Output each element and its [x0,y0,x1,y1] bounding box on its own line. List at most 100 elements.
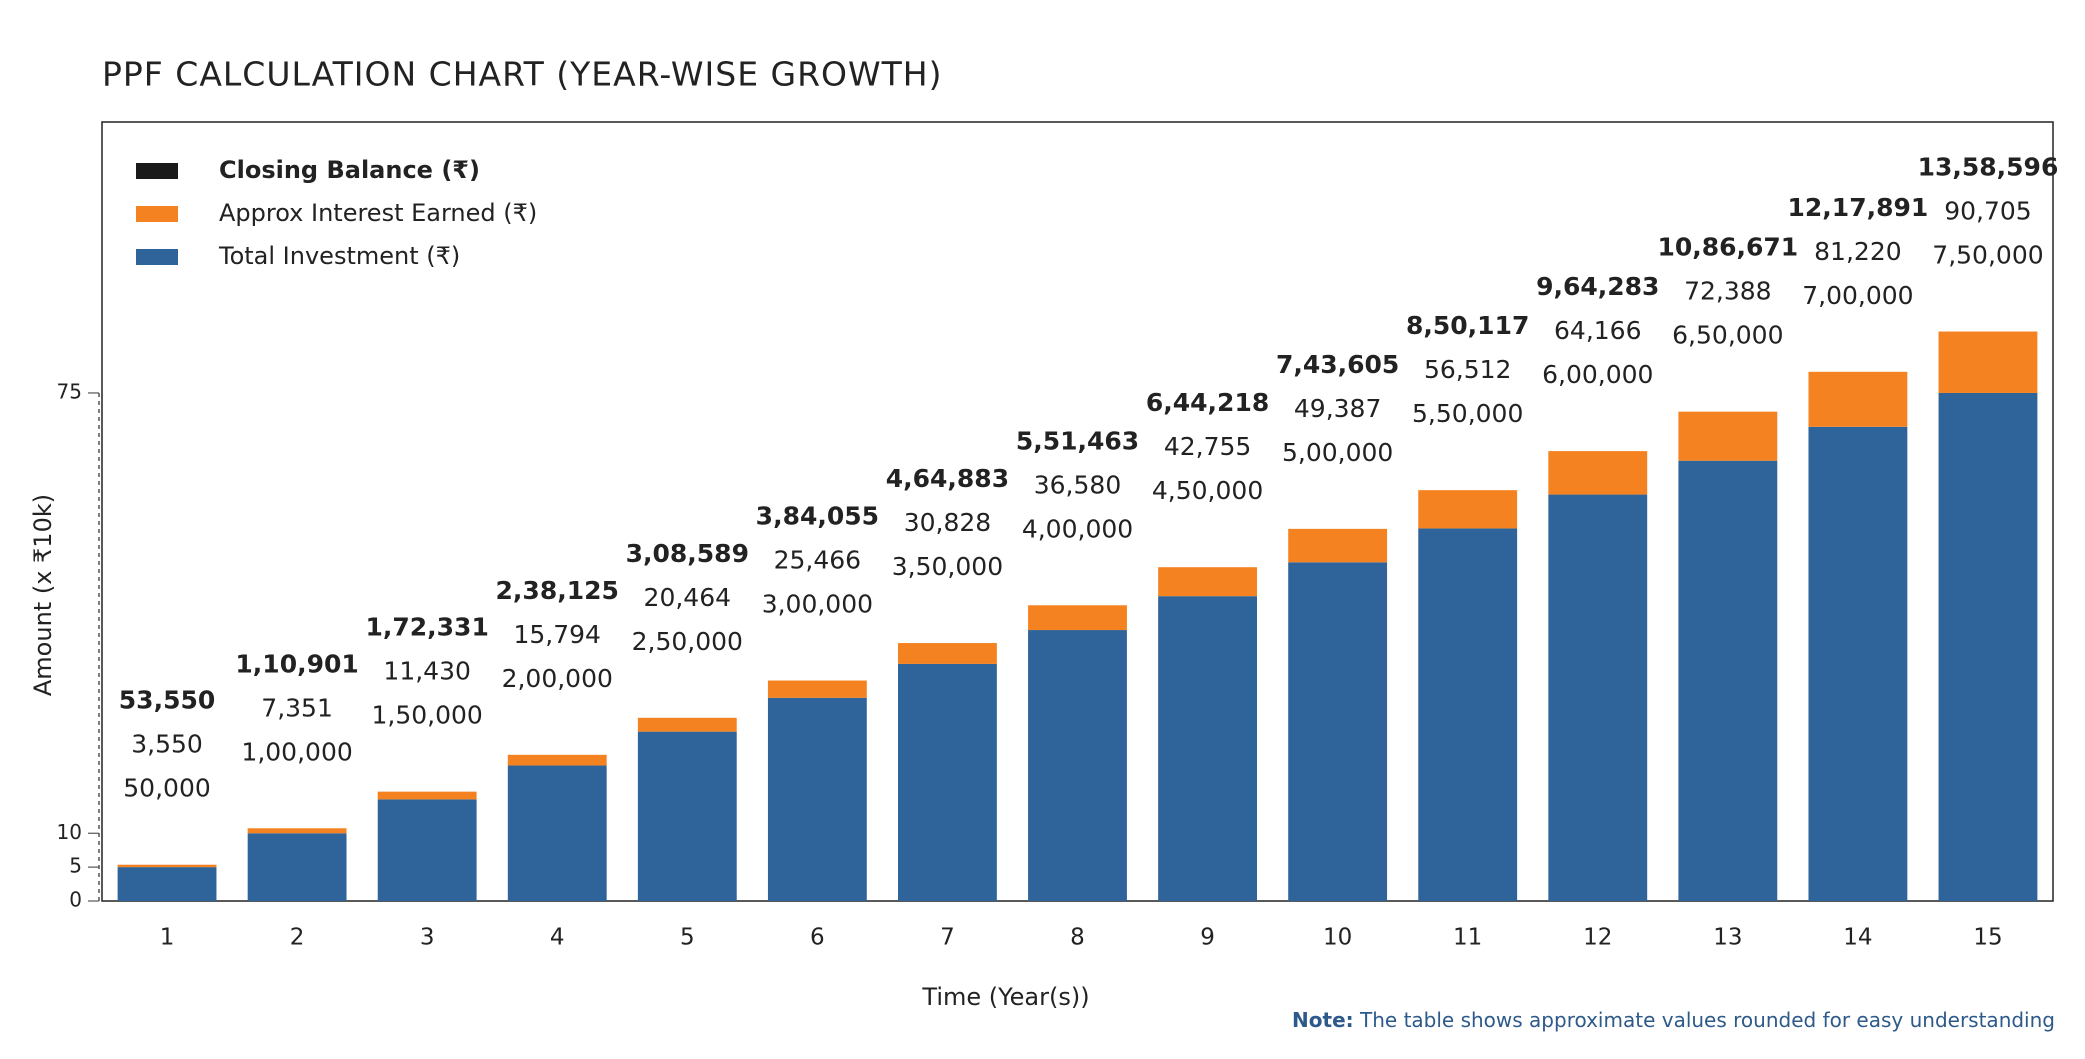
bar-segment [767,697,867,901]
total-label: 1,10,901 [235,649,358,678]
value-label: 6,00,000 [1542,360,1653,389]
x-tick-label: 1 [160,925,175,951]
bar-segment [1418,490,1518,529]
bar-segment [1938,331,2038,393]
y-axis-title: Amount (x ₹10k) [29,494,57,696]
value-label: 50,000 [123,774,210,803]
value-label: 25,466 [774,546,861,575]
x-tick-label: 7 [940,925,955,951]
x-tick-label: 2 [290,925,305,951]
bar-segment [898,643,997,664]
total-label: 4,64,883 [886,464,1009,493]
value-label: 49,387 [1294,394,1381,423]
value-label: 7,00,000 [1802,281,1913,310]
value-label: 2,50,000 [632,627,743,656]
total-label: 7,43,605 [1276,350,1399,379]
value-label: 3,50,000 [892,552,1003,581]
value-label: 6,50,000 [1672,321,1783,350]
x-tick-label: 4 [550,925,565,951]
total-label: 2,38,125 [496,576,619,605]
legend-label: Closing Balance (₹) [219,156,480,184]
bar-segment [1548,451,1648,495]
legend-label: Total Investment (₹) [218,242,460,270]
y-tick-label: 75 [57,379,82,403]
bar-segment [898,663,997,901]
x-tick-label: 6 [810,925,825,951]
bar-segment [767,680,867,698]
value-label: 2,00,000 [502,664,613,693]
value-label: 42,755 [1164,432,1251,461]
bar-segment [1678,460,1778,901]
bar-segment [1028,605,1127,631]
bar-segment [1288,528,1388,563]
bar-segment [1938,392,2038,901]
value-label: 20,464 [644,583,731,612]
total-label: 10,86,671 [1657,233,1798,262]
legend-label: Approx Interest Earned (₹) [219,199,537,227]
bar-segment [637,731,737,901]
x-tick-label: 13 [1713,925,1742,951]
bar-segment [117,867,217,901]
total-label: 12,17,891 [1788,193,1929,222]
value-label: 1,50,000 [372,701,483,730]
bar-segment [1678,411,1778,461]
y-tick-label: 10 [57,820,82,844]
bar-segment [507,754,607,766]
legend-swatch [136,206,178,222]
bar-segment [247,828,347,834]
bar-segment [377,799,477,901]
bar-segment [377,791,477,800]
bar-segment [1158,596,1257,901]
x-tick-label: 8 [1070,925,1085,951]
total-label: 3,84,055 [756,502,879,531]
x-tick-label: 9 [1200,925,1215,951]
total-label: 5,51,463 [1016,426,1139,455]
x-tick-label: 14 [1843,925,1872,951]
y-tick-label: 0 [69,888,82,912]
value-label: 3,550 [131,730,203,759]
note: Note: The table shows approximate values… [1292,1008,2055,1032]
x-axis-title: Time (Year(s)) [921,983,1089,1011]
total-label: 3,08,589 [626,539,749,568]
bar-segment [247,833,347,901]
total-label: 6,44,218 [1146,388,1269,417]
legend-swatch [136,249,178,265]
value-label: 72,388 [1684,277,1771,306]
total-label: 9,64,283 [1536,272,1659,301]
chart-title: PPF CALCULATION CHART (YEAR-WISE GROWTH) [102,55,943,94]
total-label: 13,58,596 [1918,153,2059,182]
value-label: 5,50,000 [1412,399,1523,428]
value-label: 64,166 [1554,316,1641,345]
value-label: 7,50,000 [1932,241,2043,270]
x-tick-label: 12 [1583,925,1612,951]
x-tick-label: 10 [1323,925,1352,951]
value-label: 36,580 [1034,470,1121,499]
legend-swatch [136,163,178,179]
x-tick-label: 5 [680,925,695,951]
bar-segment [1418,528,1518,901]
total-label: 53,550 [119,686,215,715]
value-label: 11,430 [383,657,470,686]
x-tick-label: 3 [420,925,435,951]
value-label: 30,828 [904,508,991,537]
value-label: 4,00,000 [1022,514,1133,543]
note-label: Note: [1292,1008,1354,1032]
x-tick-label: 15 [1973,925,2002,951]
bar-segment [1028,630,1127,901]
value-label: 7,351 [261,693,333,722]
bar-segment [1158,567,1257,597]
value-label: 5,00,000 [1282,438,1393,467]
bar-segment [1548,494,1648,901]
bar-segment [507,765,607,901]
bar-segment [1288,562,1388,901]
value-label: 15,794 [513,620,600,649]
value-label: 4,50,000 [1152,476,1263,505]
total-label: 1,72,331 [365,613,488,642]
value-label: 81,220 [1814,237,1901,266]
bar-segment [637,717,737,732]
value-label: 90,705 [1944,197,2031,226]
value-label: 1,00,000 [241,737,352,766]
x-tick-label: 11 [1453,925,1482,951]
value-label: 3,00,000 [762,590,873,619]
